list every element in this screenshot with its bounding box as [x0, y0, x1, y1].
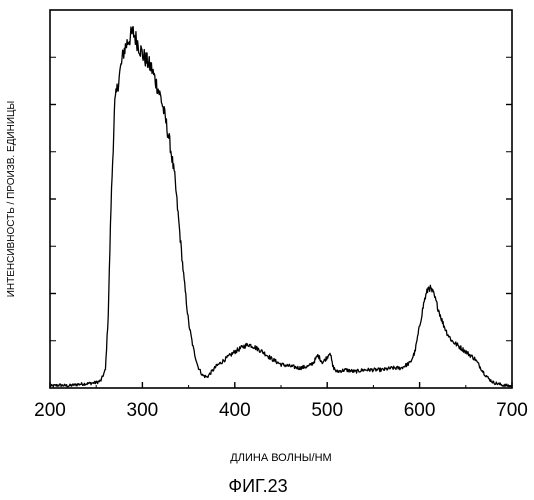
x-axis-title: ДЛИНА ВОЛНЫ/НМ [230, 452, 331, 464]
x-tick-label-600: 600 [404, 400, 436, 421]
axis-ticks [50, 57, 512, 388]
x-tick-label-400: 400 [219, 400, 251, 421]
x-tick-label-300: 300 [127, 400, 159, 421]
x-tick-label-200: 200 [34, 400, 66, 421]
series-line [50, 27, 512, 387]
plot-frame [50, 10, 512, 388]
x-tick-labels: 200 300 400 500 600 700 [34, 400, 528, 421]
y-axis-title: ИНТЕНСИВНОСТЬ / ПРОИЗВ. ЕДИНИЦЫ [6, 101, 17, 298]
figure-caption: ФИГ.23 [228, 476, 287, 496]
x-tick-label-500: 500 [311, 400, 343, 421]
x-tick-label-700: 700 [496, 400, 528, 421]
